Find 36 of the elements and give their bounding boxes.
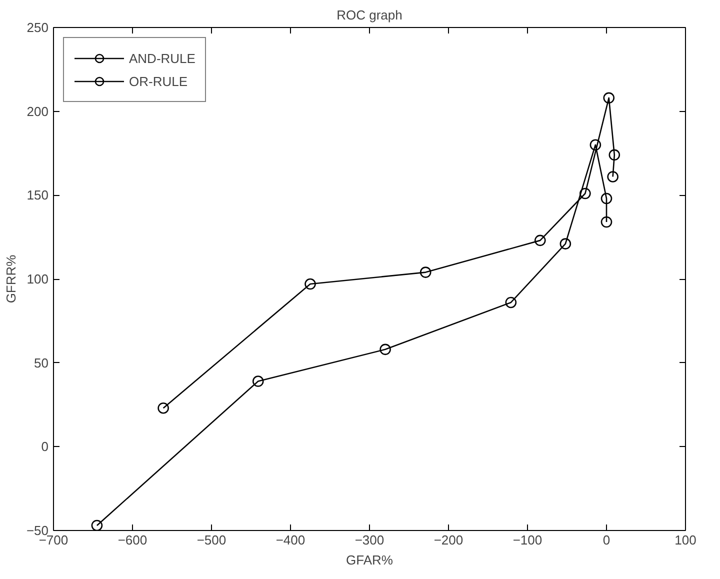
point: [600, 216, 612, 228]
point: [505, 296, 517, 308]
x-tick-label: 100: [674, 532, 696, 548]
y-tick-label: 200: [26, 104, 49, 119]
point: [158, 402, 169, 414]
x-tick-label: −200: [434, 532, 464, 548]
y-tick-label: 0: [41, 439, 49, 454]
x-tick-label: −100: [512, 532, 542, 548]
y-axis-title: GFRR%: [3, 254, 18, 304]
x-tick-label: −500: [196, 532, 226, 548]
point: [560, 238, 572, 250]
point: [580, 188, 591, 200]
x-tick-label: −600: [118, 532, 148, 548]
point: [590, 139, 602, 151]
legend-label: AND-RULE: [129, 50, 196, 66]
y-tick-label: 50: [34, 355, 49, 370]
point: [380, 344, 391, 356]
y-tick-label: 100: [26, 272, 49, 286]
chart-title: ROC graph: [336, 8, 402, 22]
point: [91, 520, 103, 530]
point: [534, 234, 546, 246]
point: [252, 376, 264, 387]
x-tick-label: −300: [354, 532, 384, 548]
y-tick-label: 150: [26, 188, 49, 203]
legend-label: OR-RULE: [129, 74, 188, 88]
x-axis-title: GFAR%: [346, 552, 394, 568]
x-tick-label: −400: [276, 532, 306, 548]
y-tick-label: −50: [26, 523, 49, 538]
point: [600, 192, 612, 204]
point: [603, 92, 615, 104]
point: [607, 171, 618, 182]
point: [304, 278, 316, 290]
x-tick-label: 0: [602, 532, 610, 548]
y-tick-label: 250: [26, 20, 49, 35]
point: [608, 149, 620, 161]
point: [420, 266, 432, 278]
